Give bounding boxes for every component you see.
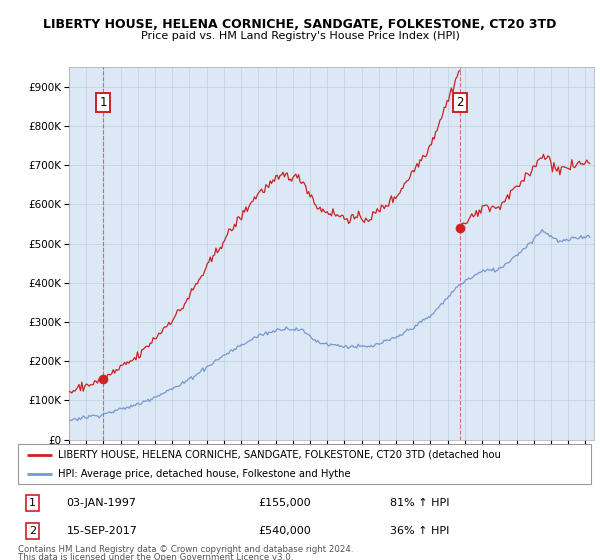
Text: 2: 2 [456,96,464,109]
Text: 1: 1 [29,498,36,508]
Text: 2: 2 [29,526,36,536]
Text: 1: 1 [100,96,107,109]
Text: 36% ↑ HPI: 36% ↑ HPI [391,526,450,536]
Text: This data is licensed under the Open Government Licence v3.0.: This data is licensed under the Open Gov… [18,553,293,560]
Text: LIBERTY HOUSE, HELENA CORNICHE, SANDGATE, FOLKESTONE, CT20 3TD (detached hou: LIBERTY HOUSE, HELENA CORNICHE, SANDGATE… [58,450,501,460]
Text: £155,000: £155,000 [259,498,311,508]
Text: Contains HM Land Registry data © Crown copyright and database right 2024.: Contains HM Land Registry data © Crown c… [18,545,353,554]
Text: 15-SEP-2017: 15-SEP-2017 [67,526,137,536]
Text: Price paid vs. HM Land Registry's House Price Index (HPI): Price paid vs. HM Land Registry's House … [140,31,460,41]
Text: 81% ↑ HPI: 81% ↑ HPI [391,498,450,508]
Text: LIBERTY HOUSE, HELENA CORNICHE, SANDGATE, FOLKESTONE, CT20 3TD: LIBERTY HOUSE, HELENA CORNICHE, SANDGATE… [43,18,557,31]
Text: £540,000: £540,000 [259,526,311,536]
Text: HPI: Average price, detached house, Folkestone and Hythe: HPI: Average price, detached house, Folk… [58,469,351,479]
Text: 03-JAN-1997: 03-JAN-1997 [67,498,137,508]
